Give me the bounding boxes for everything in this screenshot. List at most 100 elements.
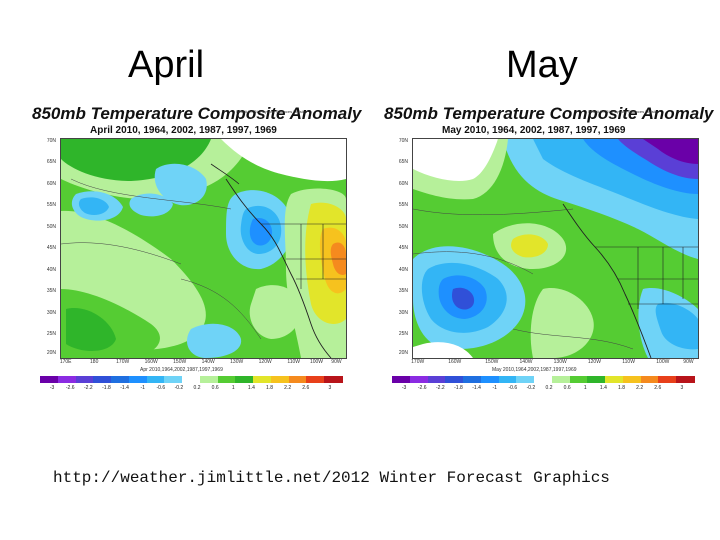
- lon-label: 160W: [448, 359, 462, 365]
- april-heading: April: [128, 44, 205, 86]
- lat-label: 40N: [398, 267, 408, 273]
- lat-label: 60N: [46, 181, 56, 187]
- colorbar-label: -0.2: [526, 385, 536, 391]
- lon-label: 140W: [519, 359, 533, 365]
- colorbar-swatch: [40, 376, 59, 383]
- colorbar-label: 3: [680, 385, 684, 391]
- colorbar-swatch: [480, 376, 500, 383]
- colorbar-swatch: [288, 376, 308, 383]
- colorbar-swatch: [587, 376, 606, 383]
- lon-label: 120W: [587, 359, 601, 365]
- colorbar-swatch: [498, 376, 517, 383]
- colorbar-label: 0.6: [563, 385, 571, 391]
- april-footer-caption: Apr 2010,1964,2002,1987,1997,1969: [140, 367, 223, 373]
- colorbar-swatch: [93, 376, 112, 383]
- lat-label: 35N: [46, 288, 56, 294]
- lat-label: 20N: [398, 350, 408, 356]
- colorbar-swatch: [569, 376, 588, 383]
- april-latitude-labels: 70N 65N 60N 55N 50N 45N 40N 35N 30N 25N …: [30, 138, 58, 357]
- colorbar-swatch: [445, 376, 464, 383]
- colorbar-label: 2.6: [302, 385, 310, 391]
- lon-label: 160W: [144, 359, 158, 365]
- lon-label: 100W: [309, 359, 324, 365]
- lat-label: 55N: [398, 202, 408, 208]
- colorbar-swatch: [324, 376, 343, 383]
- colorbar-label: 1.4: [599, 385, 607, 391]
- lon-label: 150W: [485, 359, 499, 365]
- colorbar-label: 0.2: [193, 385, 201, 391]
- may-anomaly-map-panel: 850mb Temperature Composite Anomaly May …: [382, 104, 713, 394]
- colorbar-label: -2.6: [65, 385, 75, 391]
- colorbar-swatch: [409, 376, 429, 383]
- lat-label: 25N: [398, 331, 408, 337]
- may-heading: May: [506, 44, 578, 86]
- april-map-graphic: [61, 139, 346, 358]
- may-latitude-labels: 70N 65N 60N 55N 50N 45N 40N 35N 30N 25N …: [382, 138, 410, 357]
- lon-label: 130W: [230, 359, 244, 365]
- colorbar-label: 1.8: [266, 385, 273, 391]
- colorbar-swatch: [182, 376, 201, 383]
- colorbar-swatch: [551, 376, 571, 383]
- lon-label: 170W: [411, 359, 425, 365]
- lon-label: 90W: [683, 359, 694, 365]
- colorbar-label: -1.8: [454, 385, 463, 391]
- colorbar-label: -2.6: [417, 385, 427, 391]
- lat-label: 50N: [398, 224, 408, 230]
- colorbar-label: -1.8: [102, 385, 111, 391]
- colorbar-label: -2.2: [436, 385, 445, 391]
- lat-label: 30N: [398, 310, 408, 316]
- april-map-title: 850mb Temperature Composite Anomaly: [32, 104, 362, 123]
- lat-label: 40N: [46, 267, 56, 273]
- lon-label: 110W: [622, 359, 635, 365]
- lon-label: 170E: [59, 359, 72, 365]
- may-footer-caption: May 2010,1964,2002,1987,1997,1969: [492, 367, 577, 373]
- colorbar-swatch: [217, 376, 236, 383]
- colorbar-swatch: [253, 376, 272, 383]
- colorbar-label: -0.6: [508, 385, 518, 391]
- colorbar-label: -1: [492, 385, 497, 391]
- colorbar-swatch: [128, 376, 148, 383]
- colorbar-swatch: [306, 376, 325, 383]
- colorbar-label: -0.2: [174, 385, 184, 391]
- april-credit-text: NOAA/ESRL Physical Sciences Division: [236, 109, 308, 114]
- colorbar-label: 1.4: [247, 385, 255, 391]
- lon-label: 180: [90, 359, 99, 365]
- may-colorbar-labels: -3 -2.6 -2.2 -1.8 -1.4 -1 -0.6 -0.2 0.2 …: [392, 385, 694, 393]
- may-map-title: 850mb Temperature Composite Anomaly: [384, 104, 714, 123]
- colorbar-swatch: [111, 376, 130, 383]
- colorbar-swatch: [75, 376, 94, 383]
- april-colorbar-labels: -3 -2.6 -2.2 -1.8 -1.4 -1 -0.6 -0.2 0.2 …: [40, 385, 342, 393]
- source-url-caption: http://weather.jimlittle.net/2012 Winter…: [53, 469, 610, 487]
- colorbar-swatch: [622, 376, 642, 383]
- april-colorbar: [40, 376, 343, 383]
- colorbar-swatch: [463, 376, 482, 383]
- may-anomaly-map: [412, 138, 699, 359]
- colorbar-label: -3: [49, 385, 55, 391]
- colorbar-swatch: [392, 376, 411, 383]
- colorbar-swatch: [146, 376, 165, 383]
- may-map-graphic: [413, 139, 698, 358]
- colorbar-label: 0.6: [211, 385, 219, 391]
- lat-label: 65N: [398, 159, 408, 165]
- lat-label: 70N: [398, 138, 408, 144]
- lat-label: 65N: [46, 159, 56, 165]
- colorbar-swatch: [676, 376, 695, 383]
- lat-label: 55N: [46, 202, 56, 208]
- lon-label: 170W: [116, 359, 130, 365]
- colorbar-label: 3: [328, 385, 332, 391]
- colorbar-swatch: [658, 376, 677, 383]
- lat-label: 60N: [398, 181, 408, 187]
- colorbar-swatch: [57, 376, 77, 383]
- lon-label: 150W: [173, 359, 187, 365]
- lat-label: 70N: [46, 138, 56, 144]
- colorbar-label: 1: [583, 385, 587, 391]
- colorbar-swatch: [427, 376, 446, 383]
- colorbar-swatch: [235, 376, 254, 383]
- colorbar-label: 1: [231, 385, 235, 391]
- lat-label: 30N: [46, 310, 56, 316]
- colorbar-label: -0.6: [156, 385, 166, 391]
- colorbar-swatch: [270, 376, 290, 383]
- colorbar-swatch: [164, 376, 183, 383]
- may-colorbar: [392, 376, 695, 383]
- colorbar-label: 2.2: [636, 385, 644, 391]
